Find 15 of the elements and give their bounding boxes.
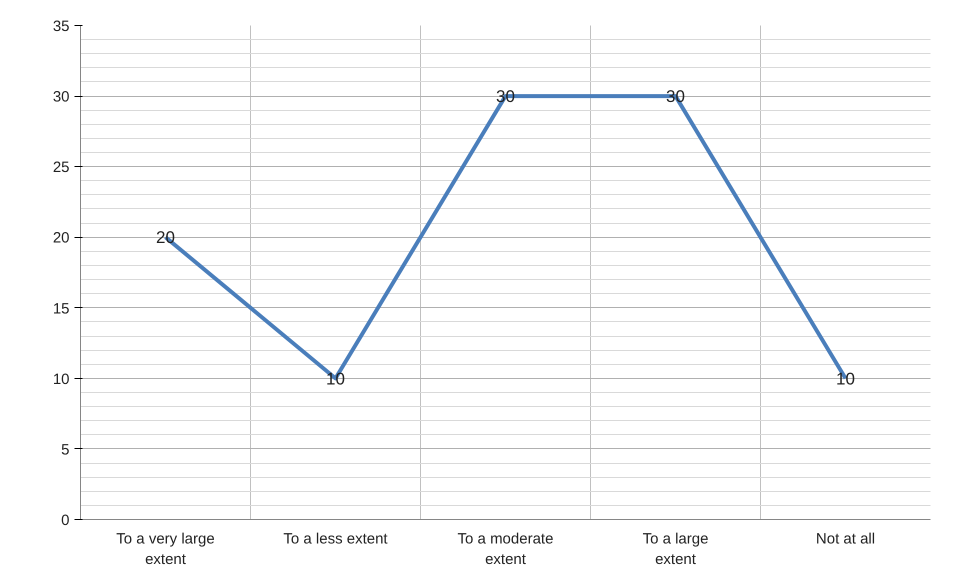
y-tick-label: 20 <box>52 230 70 247</box>
x-tick-label: To a moderate extent <box>458 530 554 568</box>
y-tick-label: 5 <box>61 441 70 458</box>
data-label: 20 <box>156 228 175 248</box>
data-label: 10 <box>836 369 855 388</box>
y-tick-label: 0 <box>61 512 70 529</box>
y-tick-label: 30 <box>52 88 70 106</box>
x-tick-label: Not at all <box>816 530 876 548</box>
y-tick-label: 10 <box>52 370 70 388</box>
x-tick-label: To a very large extent <box>116 530 215 568</box>
y-tick-label: 15 <box>52 300 70 318</box>
y-tick-label: 35 <box>52 18 70 35</box>
y-tick-label: 25 <box>52 159 70 176</box>
x-tick-label: To a large extent <box>642 530 708 568</box>
x-tick-label: To a less extent <box>283 530 388 548</box>
